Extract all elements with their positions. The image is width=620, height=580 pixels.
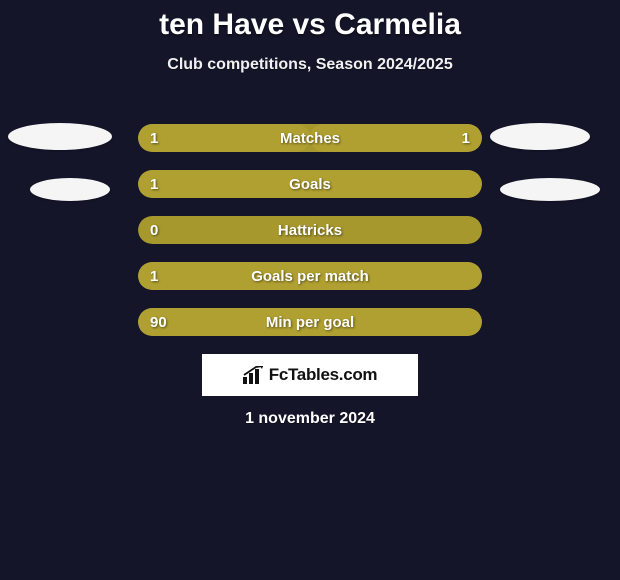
stat-row: 90Min per goal (138, 308, 482, 336)
decorative-ellipse (30, 178, 110, 201)
page-title: ten Have vs Carmelia (0, 0, 620, 42)
stat-row: 11Matches (138, 124, 482, 152)
date-label: 1 november 2024 (0, 410, 620, 428)
decorative-ellipse (490, 123, 590, 150)
stats-panel: 11Matches 1Goals 0Hattricks 1Goals per matc… (138, 124, 482, 354)
subtitle: Club competitions, Season 2024/2025 (0, 56, 620, 74)
stat-fill-left (138, 170, 482, 198)
stat-row: 0Hattricks (138, 216, 482, 244)
decorative-ellipse (500, 178, 600, 201)
stat-fill-left (138, 124, 310, 152)
logo-text: FcTables.com (269, 365, 378, 385)
stat-fill-right (310, 124, 482, 152)
fctables-logo: FcTables.com (202, 354, 418, 396)
stat-fill-left (138, 262, 482, 290)
chart-icon (243, 366, 265, 384)
stat-track (138, 216, 482, 244)
decorative-ellipse (8, 123, 112, 150)
stat-fill-left (138, 308, 482, 336)
stat-row: 1Goals (138, 170, 482, 198)
stat-row: 1Goals per match (138, 262, 482, 290)
